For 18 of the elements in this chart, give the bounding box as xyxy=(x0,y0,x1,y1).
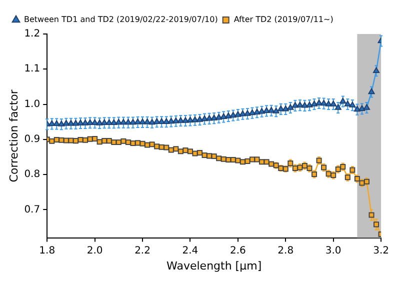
y-axis-title: Correction factor xyxy=(7,89,20,182)
x-tick-label: 2.0 xyxy=(86,245,103,256)
x-tick-label: 2.2 xyxy=(134,245,150,256)
y-tick-label: 1.1 xyxy=(24,64,40,75)
x-tick-label: 2.6 xyxy=(230,245,246,256)
x-tick-label: 1.8 xyxy=(39,245,56,256)
x-tick-label: 2.8 xyxy=(278,245,294,256)
y-tick-label: 1.2 xyxy=(24,28,40,40)
x-tick-label: 3.0 xyxy=(325,245,342,256)
x-tick-label: 2.4 xyxy=(182,245,198,256)
y-tick-label: 0.7 xyxy=(24,204,40,216)
y-tick-label: 0.9 xyxy=(24,134,40,146)
legend-label: After TD2 (2019/07/11~) xyxy=(234,15,334,24)
legend-label: Between TD1 and TD2 (2019/02/22-2019/07/10) xyxy=(24,15,218,24)
x-tick-label: 3.2 xyxy=(373,245,389,256)
y-tick-label: 0.8 xyxy=(24,169,40,180)
y-tick-label: 1.0 xyxy=(24,98,40,110)
x-axis-title: Wavelength [μm] xyxy=(166,259,262,272)
